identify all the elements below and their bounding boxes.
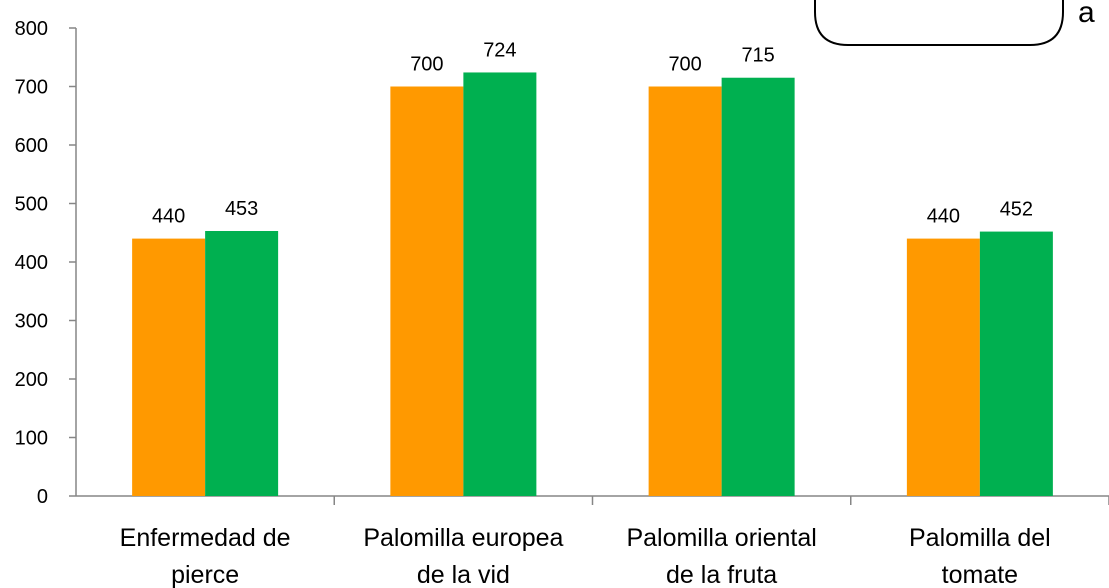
x-category-label: Palomilla del: [909, 524, 1051, 552]
chart-bars: [132, 72, 1053, 497]
data-label: 453: [225, 198, 258, 220]
y-tick-label: 0: [37, 486, 48, 508]
bar-series-2-cat-3: [721, 77, 795, 496]
data-label: 440: [152, 206, 185, 228]
y-tick-label: 500: [15, 194, 48, 216]
data-label: 715: [741, 45, 774, 67]
bar-series-2-cat-2: [463, 72, 537, 497]
bar-series-1-cat-3: [648, 86, 722, 496]
x-category-label: de la vid: [417, 561, 510, 588]
data-label: 440: [927, 206, 960, 228]
x-category-label: Palomilla europea: [363, 524, 563, 552]
data-label: 700: [410, 54, 443, 76]
corner-annotation-text: a: [1078, 0, 1095, 29]
chart-labels: 440 453 Enfermedad de pierce 700 724 Palomilla…: [120, 39, 1051, 588]
y-tick-label: 700: [15, 77, 48, 99]
y-tick-label: 800: [15, 18, 48, 40]
bar-series-1-cat-4: [906, 238, 980, 496]
chart-overlay: a: [814, 0, 1095, 46]
annotation-box: [814, 0, 1064, 46]
data-label: 452: [1000, 199, 1033, 221]
x-category-label: Enfermedad de: [120, 524, 291, 552]
x-category-label: tomate: [942, 561, 1018, 588]
y-tick-label: 600: [15, 135, 48, 157]
chart-axes: 0 100 200 300 400 500 600 700 800: [15, 18, 1109, 508]
x-category-label: Palomilla oriental: [626, 524, 816, 552]
y-tick-label: 200: [15, 369, 48, 391]
data-label: 700: [668, 54, 701, 76]
x-category-label: de la fruta: [666, 561, 777, 588]
data-label: 724: [483, 39, 516, 61]
y-tick-label: 400: [15, 252, 48, 274]
y-tick-label: 100: [15, 428, 48, 450]
y-tick-label: 300: [15, 311, 48, 333]
bar-series-2-cat-1: [205, 230, 279, 496]
bar-series-1-cat-1: [132, 238, 206, 496]
bar-series-1-cat-2: [390, 86, 464, 496]
x-category-label: pierce: [171, 561, 239, 588]
bar-series-2-cat-4: [979, 231, 1053, 496]
